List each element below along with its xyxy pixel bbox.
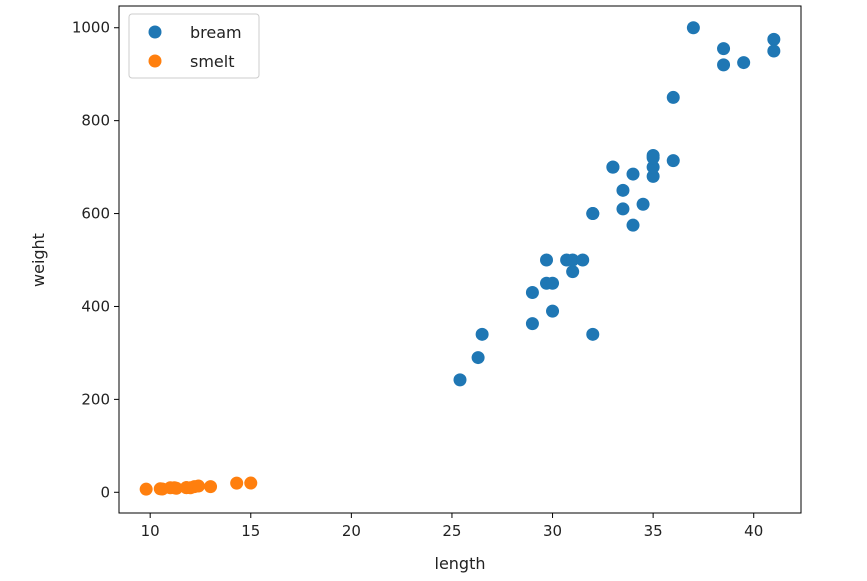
bream-point — [453, 373, 467, 387]
bream-point — [686, 21, 700, 35]
bream-point — [586, 207, 600, 221]
bream-point — [566, 265, 580, 279]
bream-point — [616, 202, 630, 216]
x-tick-label: 40 — [744, 522, 763, 540]
bream-point — [576, 253, 590, 267]
y-tick-label: 0 — [100, 483, 110, 501]
smelt-point — [191, 479, 205, 493]
bream-point — [626, 218, 640, 232]
plot-frame — [118, 5, 802, 514]
y-tick-label: 1000 — [72, 19, 110, 37]
bream-point — [566, 253, 580, 267]
bream-point — [546, 276, 560, 290]
y-axis-label: weight — [29, 233, 48, 287]
bream-point — [636, 197, 650, 211]
x-tick-label: 10 — [141, 522, 160, 540]
x-tick-label: 20 — [342, 522, 361, 540]
bream-point — [646, 151, 660, 165]
bream-point — [666, 90, 680, 104]
y-tick-label: 400 — [81, 297, 110, 315]
bream-point — [737, 56, 751, 70]
bream-point — [616, 183, 630, 197]
legend: bream smelt — [128, 13, 260, 79]
bream-point — [546, 304, 560, 318]
smelt-point — [204, 480, 218, 494]
bream-point — [525, 286, 539, 300]
bream-point — [540, 253, 554, 267]
series-smelt — [139, 476, 258, 496]
smelt-point — [169, 481, 183, 495]
x-axis-label: length — [435, 554, 486, 573]
legend-box — [128, 13, 260, 79]
smelt-point — [244, 476, 258, 490]
bream-point — [471, 351, 485, 365]
bream-point — [646, 169, 660, 183]
series-bream — [453, 21, 781, 387]
smelt-point — [139, 482, 153, 496]
y-tick-label: 200 — [81, 390, 110, 408]
bream-point — [586, 327, 600, 341]
bream-point — [646, 160, 660, 174]
x-tick-label: 15 — [241, 522, 260, 540]
y-tick-label: 600 — [81, 205, 110, 223]
bream-point — [767, 32, 781, 46]
legend-marker-smelt — [148, 54, 162, 68]
plot-area — [119, 6, 801, 513]
smelt-point — [230, 476, 244, 490]
bream-point — [717, 58, 731, 72]
x-tick-label: 35 — [644, 522, 663, 540]
x-tick-label: 30 — [543, 522, 562, 540]
legend-label-smelt: smelt — [190, 52, 234, 71]
y-tick-label: 800 — [81, 112, 110, 130]
points-layer — [139, 21, 781, 496]
bream-point — [626, 167, 640, 181]
bream-point — [606, 160, 620, 174]
bream-point — [475, 327, 489, 341]
legend-label-bream: bream — [190, 23, 242, 42]
bream-point — [767, 44, 781, 58]
bream-point — [525, 317, 539, 331]
x-tick-label: 25 — [442, 522, 461, 540]
bream-point — [717, 42, 731, 56]
legend-marker-bream — [148, 25, 162, 39]
bream-point — [666, 154, 680, 168]
